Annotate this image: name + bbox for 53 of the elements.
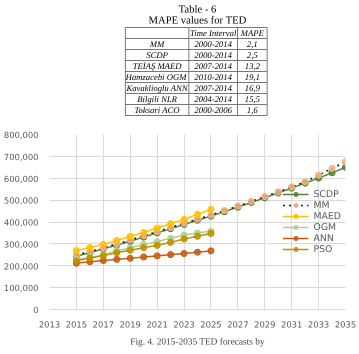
text: 2010-2014 [194, 72, 232, 82]
y-tick-label: 500,000 [4, 196, 39, 206]
legend-label: PSO [313, 244, 334, 254]
category-label: SCDP [146, 50, 168, 60]
x-tick-label: 2015 [66, 320, 88, 330]
x-tick-label: 2023 [173, 320, 195, 330]
text: 2000-2014 [194, 50, 232, 60]
category-label: Bilgili NLR [137, 94, 177, 104]
y-tick-label: 0 [33, 305, 39, 315]
text: 2007-2014 [194, 83, 232, 93]
category-label: Kavaklioglu ANN [126, 83, 188, 93]
category-label: MM [150, 39, 164, 49]
y-tick-label: 100,000 [4, 283, 39, 294]
caption: Fig. 4. 2015-2035 TED forecasts by [130, 338, 265, 348]
legend-label: SCDP [313, 188, 339, 200]
x-tick-label: 2035 [334, 320, 356, 330]
category-label: Hamzacebi OGM [126, 72, 186, 82]
text: 15,5 [244, 94, 260, 104]
text: 2004-2014 [194, 94, 232, 104]
text: 13,2 [244, 61, 260, 71]
y-tick-label: 600,000 [4, 174, 39, 184]
x-tick-label: 2031 [281, 320, 302, 330]
text: 2007-2014 [194, 61, 232, 71]
y-tick-label: 200,000 [4, 261, 39, 272]
text: 16,9 [244, 83, 260, 93]
x-tick-label: 2017 [92, 320, 114, 330]
x-tick-label: 2013 [38, 320, 60, 330]
x-tick-label: 2033 [308, 320, 330, 330]
x-tick-label: 2025 [200, 320, 222, 330]
text: 2000-2006 [194, 105, 232, 115]
text: MAPE values for TED [148, 16, 247, 26]
y-tick-label: 700,000 [4, 152, 39, 162]
x-tick-label: 2027 [227, 320, 249, 330]
y-tick-label: 300,000 [4, 239, 39, 250]
x-tick-label: 2029 [254, 320, 276, 330]
category-label: Toksari ACO [134, 105, 180, 115]
category-label: MAPE [240, 28, 265, 38]
text: 2000-2014 [194, 39, 232, 49]
text: 1,6 [246, 105, 258, 115]
y-tick-label: 800,000 [4, 130, 39, 140]
legend-label: MM [313, 200, 331, 210]
legend-label: MAED [313, 210, 341, 222]
text: Table - 6 [178, 4, 218, 16]
text: 19,1 [244, 72, 260, 82]
x-tick-label: 2021 [146, 320, 168, 330]
text: 2,1 [246, 39, 258, 49]
x-tick-label: 2019 [120, 320, 141, 330]
text: 2,5 [246, 50, 258, 60]
legend-label: OGM [313, 222, 336, 232]
legend-label: ANN [313, 232, 334, 244]
y-tick-label: 400,000 [4, 218, 39, 228]
category-label: TEİAŞ MAED [132, 61, 182, 71]
category-label: Time Interval [190, 28, 237, 38]
